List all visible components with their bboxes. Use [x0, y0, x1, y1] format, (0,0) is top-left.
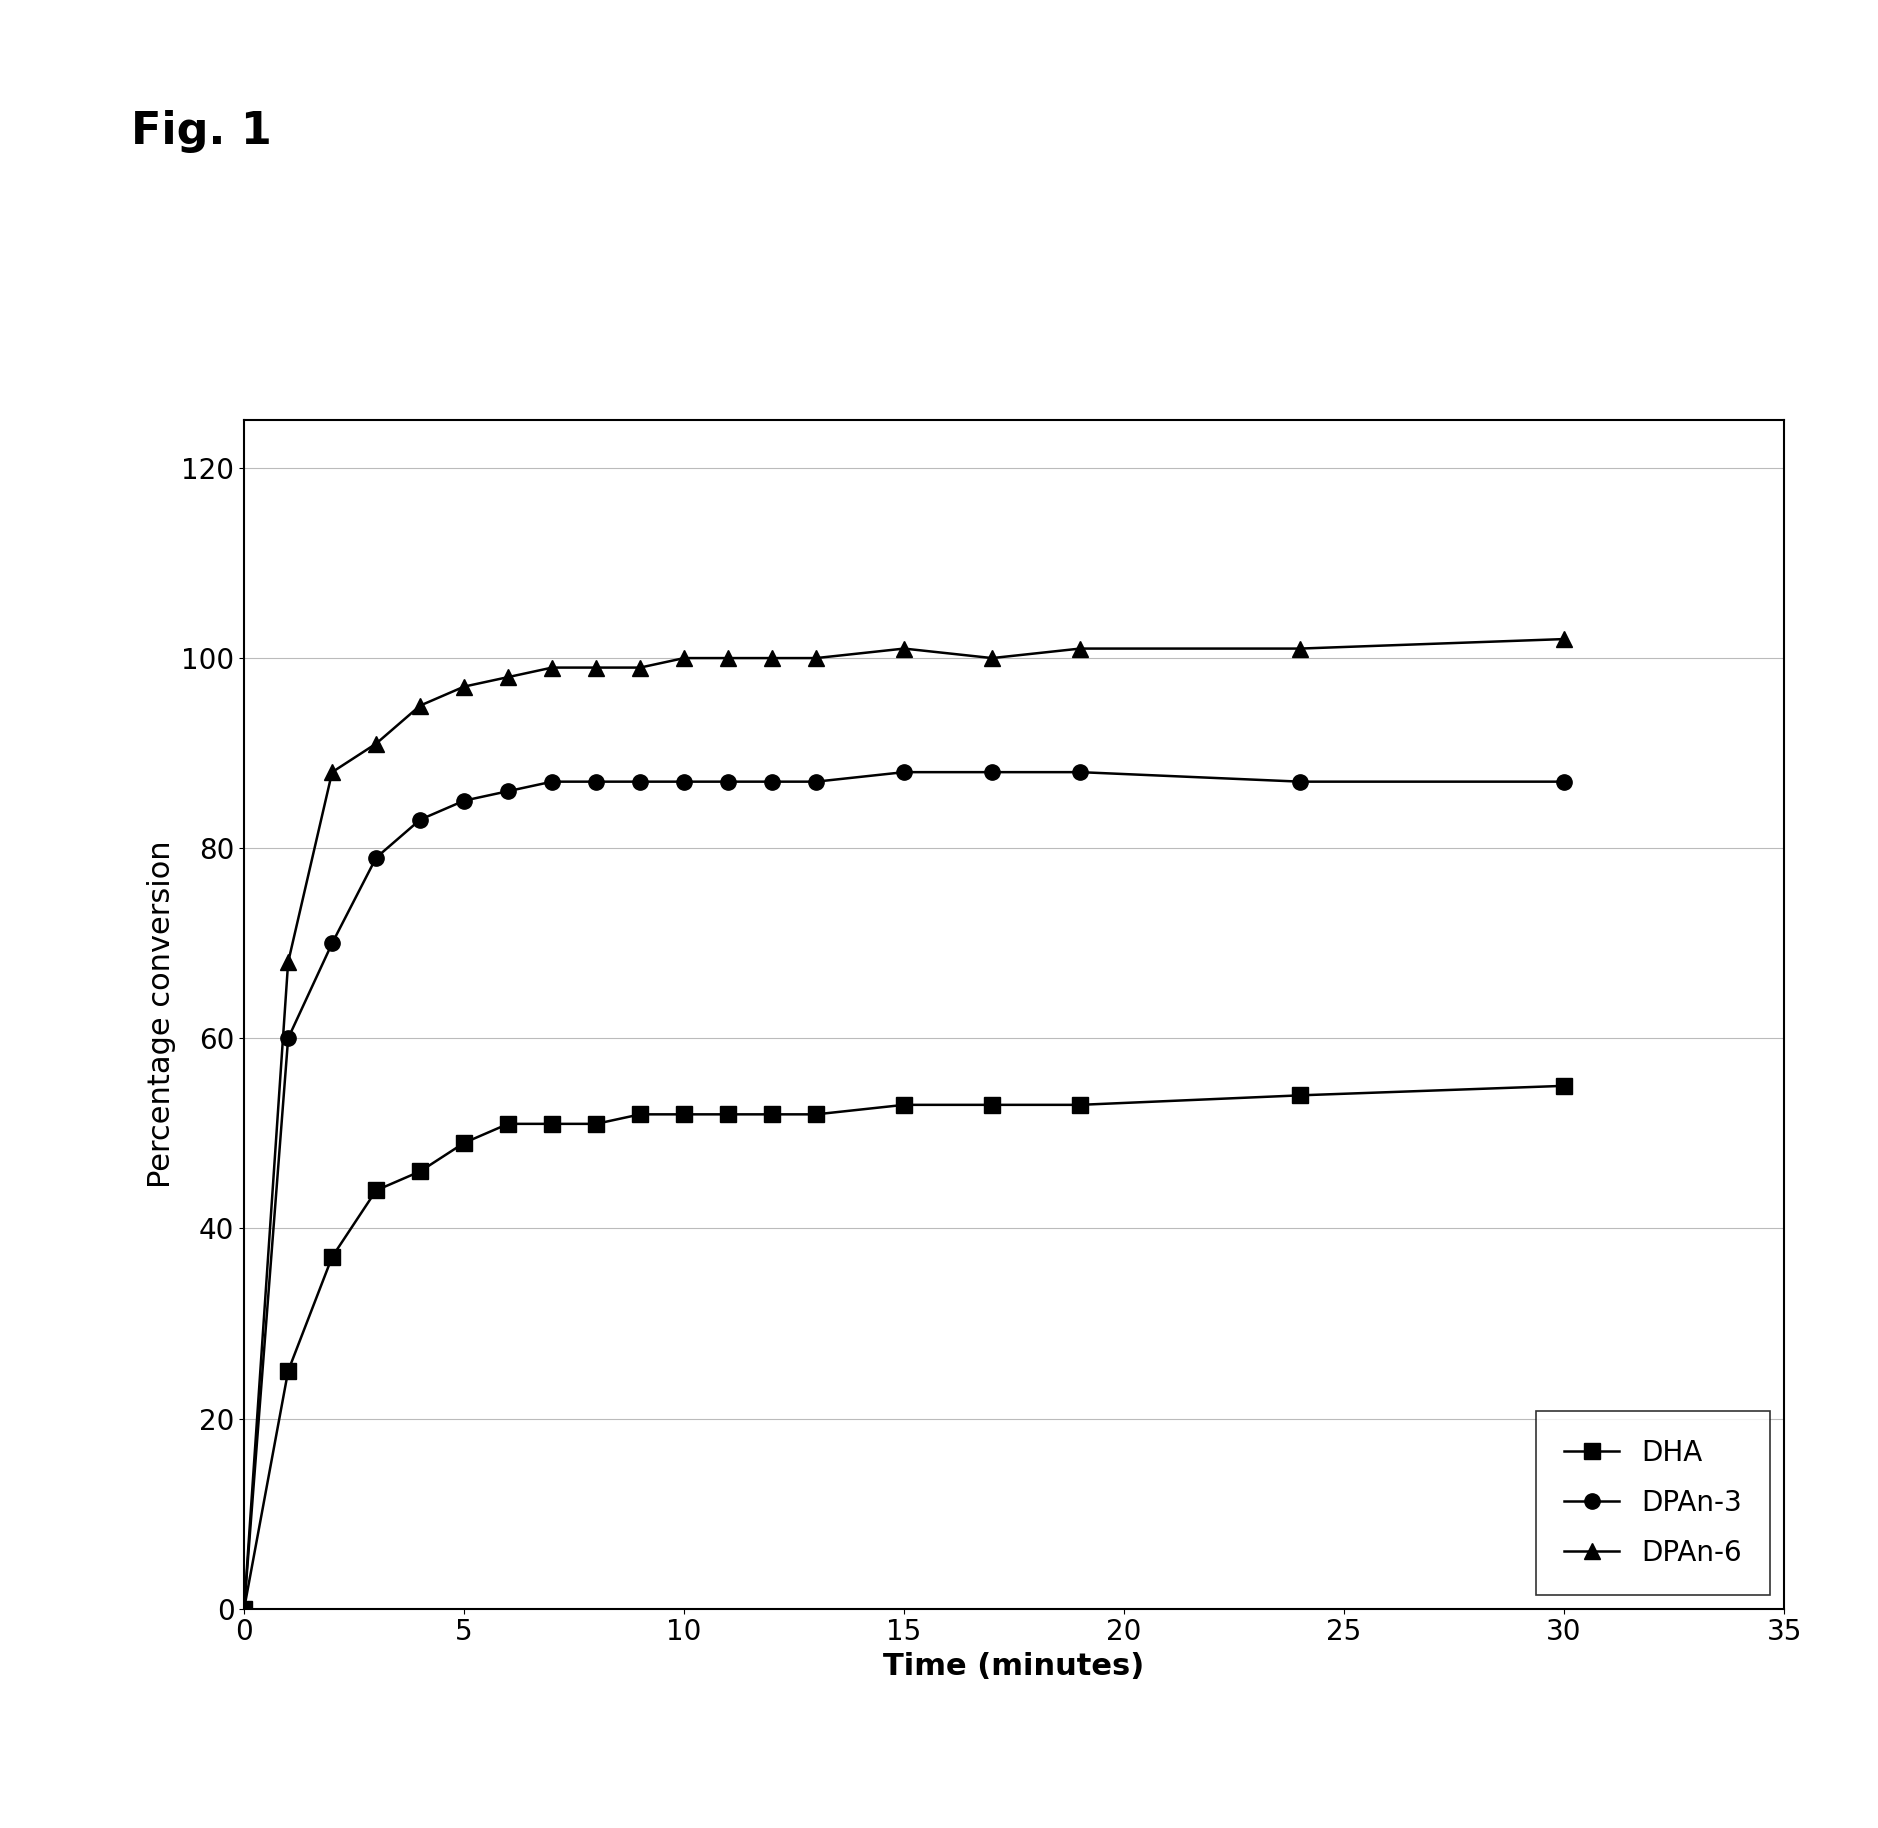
DPAn-6 — [498, 665, 520, 687]
DPAn-3 — [806, 771, 828, 793]
DHA — [761, 1104, 783, 1126]
DPAn-6 — [892, 638, 915, 660]
Text: Fig. 1: Fig. 1 — [131, 110, 272, 154]
DPAn-3 — [364, 846, 387, 868]
DPAn-6 — [629, 656, 652, 678]
DHA — [233, 1598, 255, 1620]
DPAn-6 — [1069, 638, 1091, 660]
DPAn-6 — [276, 951, 299, 972]
DHA — [453, 1132, 475, 1153]
Y-axis label: Percentage conversion: Percentage conversion — [146, 841, 177, 1188]
DPAn-6 — [1553, 629, 1576, 651]
DPAn-3 — [980, 760, 1003, 782]
DHA — [1288, 1084, 1311, 1106]
Line: DPAn-6: DPAn-6 — [237, 631, 1572, 1616]
DPAn-6 — [233, 1598, 255, 1620]
DHA — [1069, 1093, 1091, 1115]
DHA — [498, 1113, 520, 1135]
DPAn-6 — [321, 760, 344, 782]
DPAn-6 — [541, 656, 563, 678]
DHA — [980, 1093, 1003, 1115]
DPAn-3 — [233, 1598, 255, 1620]
DPAn-3 — [584, 771, 607, 793]
DHA — [321, 1247, 344, 1269]
DPAn-3 — [276, 1027, 299, 1049]
DHA — [806, 1104, 828, 1126]
DHA — [276, 1360, 299, 1382]
DPAn-6 — [1288, 638, 1311, 660]
Line: DPAn-3: DPAn-3 — [237, 764, 1572, 1616]
DPAn-6 — [761, 647, 783, 669]
X-axis label: Time (minutes): Time (minutes) — [883, 1653, 1146, 1682]
DHA — [717, 1104, 740, 1126]
DHA — [629, 1104, 652, 1126]
DHA — [672, 1104, 695, 1126]
Legend: DHA, DPAn-3, DPAn-6: DHA, DPAn-3, DPAn-6 — [1536, 1411, 1771, 1594]
DPAn-6 — [364, 733, 387, 755]
DHA — [584, 1113, 607, 1135]
DHA — [364, 1179, 387, 1201]
Line: DHA: DHA — [237, 1079, 1572, 1616]
DPAn-6 — [584, 656, 607, 678]
DHA — [892, 1093, 915, 1115]
DPAn-6 — [409, 695, 432, 717]
DPAn-3 — [717, 771, 740, 793]
DHA — [409, 1161, 432, 1183]
DPAn-6 — [672, 647, 695, 669]
DPAn-3 — [409, 808, 432, 830]
DPAn-6 — [806, 647, 828, 669]
DPAn-3 — [629, 771, 652, 793]
DPAn-3 — [1553, 771, 1576, 793]
DPAn-6 — [717, 647, 740, 669]
DHA — [541, 1113, 563, 1135]
DHA — [1553, 1075, 1576, 1097]
DPAn-3 — [892, 760, 915, 782]
DPAn-3 — [321, 932, 344, 954]
DPAn-3 — [1288, 771, 1311, 793]
DPAn-3 — [672, 771, 695, 793]
DPAn-3 — [761, 771, 783, 793]
DPAn-3 — [498, 781, 520, 802]
DPAn-3 — [453, 790, 475, 812]
DPAn-6 — [980, 647, 1003, 669]
DPAn-6 — [453, 676, 475, 698]
DPAn-3 — [541, 771, 563, 793]
DPAn-3 — [1069, 760, 1091, 782]
